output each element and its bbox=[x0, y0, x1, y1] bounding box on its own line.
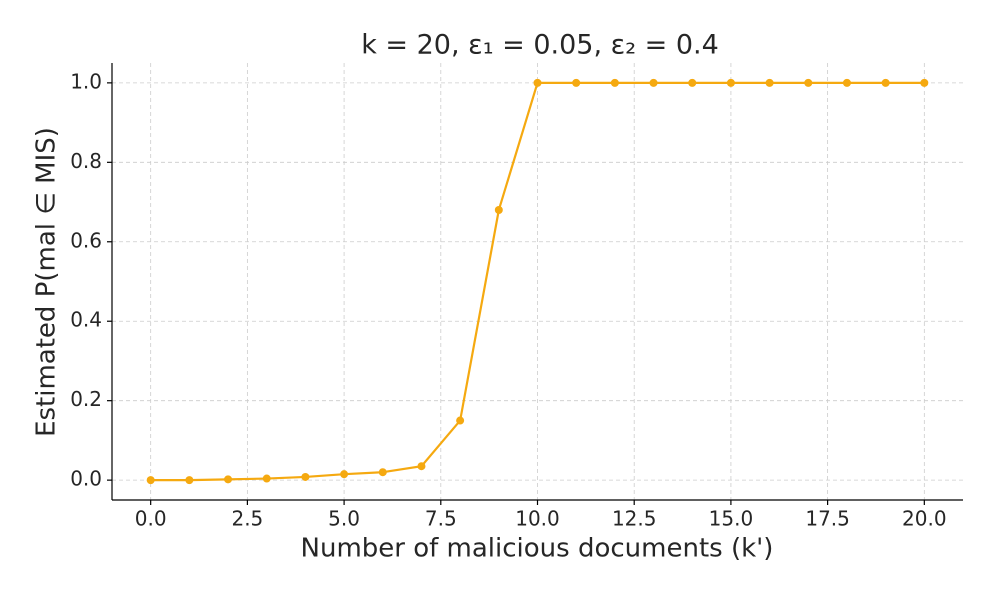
point bbox=[146, 476, 155, 485]
point bbox=[804, 78, 813, 87]
y-tick-label: 1.0 bbox=[70, 69, 102, 93]
point bbox=[456, 416, 465, 425]
x-tick-label: 17.5 bbox=[805, 507, 850, 531]
point bbox=[842, 78, 851, 87]
point bbox=[185, 476, 194, 485]
point bbox=[262, 474, 271, 483]
point bbox=[494, 205, 503, 214]
chart-title: k = 20, ε₁ = 0.05, ε₂ = 0.4 bbox=[361, 30, 719, 61]
x-tick-label: 5.0 bbox=[328, 507, 360, 531]
point bbox=[881, 78, 890, 87]
x-axis-label: Number of malicious documents (k') bbox=[301, 534, 774, 564]
point bbox=[301, 472, 310, 481]
y-tick-label: 0.2 bbox=[70, 387, 102, 411]
point bbox=[610, 78, 619, 87]
point bbox=[649, 78, 658, 87]
x-tick-label: 2.5 bbox=[231, 507, 263, 531]
point bbox=[726, 78, 735, 87]
x-tick-label: 7.5 bbox=[425, 507, 457, 531]
y-tick-label: 0.4 bbox=[70, 308, 102, 332]
y-tick-label: 0.0 bbox=[70, 467, 102, 491]
y-tick-label: 0.6 bbox=[70, 228, 102, 252]
x-tick-label: 20.0 bbox=[902, 507, 947, 531]
point bbox=[572, 78, 581, 87]
point bbox=[533, 78, 542, 87]
point bbox=[417, 462, 426, 471]
y-axis-label: Estimated P(mal ∈ MIS) bbox=[32, 127, 62, 437]
point bbox=[378, 468, 387, 477]
point bbox=[340, 470, 349, 479]
point bbox=[688, 78, 697, 87]
y-tick-label: 0.8 bbox=[70, 149, 102, 173]
point bbox=[224, 475, 233, 484]
x-tick-label: 10.0 bbox=[515, 507, 560, 531]
x-tick-label: 12.5 bbox=[612, 507, 657, 531]
point bbox=[920, 78, 929, 87]
point bbox=[765, 78, 774, 87]
x-tick-label: 15.0 bbox=[709, 507, 754, 531]
x-tick-label: 0.0 bbox=[135, 507, 167, 531]
